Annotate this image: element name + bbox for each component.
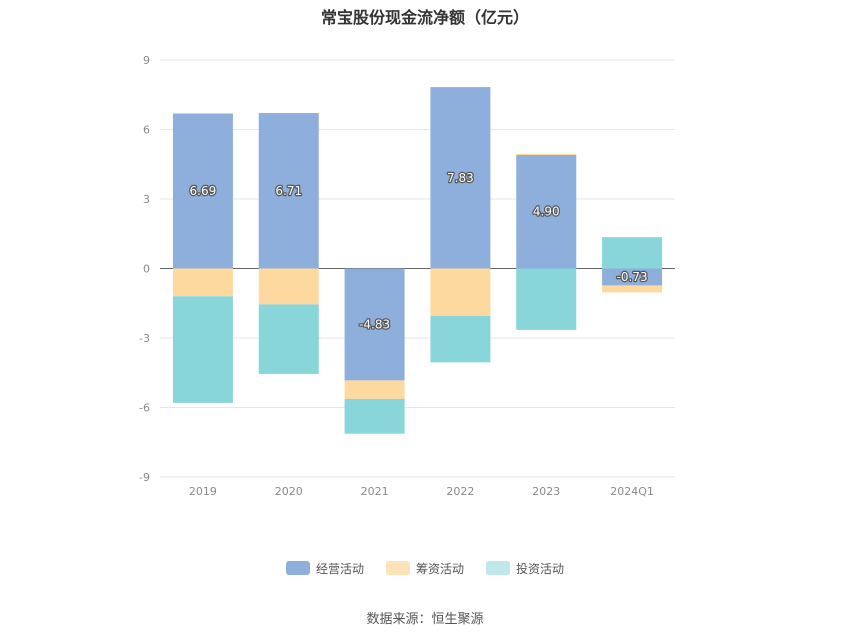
data-labels: 6.69 6.71 -4.83 7.83 4.90 -0.73: [188, 170, 648, 333]
bar-financing: [602, 285, 663, 293]
legend: 经营活动 筹资活动 投资活动: [0, 558, 850, 578]
y-tick-label: -6: [139, 402, 150, 415]
data-label: 6.69: [190, 184, 217, 198]
y-tick-label: -3: [139, 332, 150, 345]
bars: [172, 87, 663, 434]
y-tick-label: -9: [139, 471, 150, 484]
bar-investing: [172, 296, 233, 403]
x-tick-label: 2023: [532, 485, 560, 498]
legend-label: 筹资活动: [415, 561, 464, 576]
bar-financing: [258, 268, 319, 305]
y-tick-label: 6: [143, 124, 150, 137]
legend-swatch: [285, 561, 310, 575]
legend-item[interactable]: 投资活动: [486, 560, 564, 577]
bar-operating: [602, 268, 663, 286]
data-label: -4.83: [359, 317, 390, 331]
data-label: 4.90: [533, 205, 560, 219]
legend-label: 经营活动: [315, 561, 364, 576]
source-note: 数据来源：恒生聚源: [366, 612, 484, 627]
x-tick-label: 2024Q1: [610, 485, 654, 498]
data-label: -0.73: [617, 270, 648, 284]
bar-financing: [430, 268, 491, 316]
bar-investing: [516, 268, 577, 330]
legend-swatch: [486, 561, 510, 575]
bar-investing: [344, 398, 405, 434]
bar-financing: [516, 153, 577, 155]
bar-operating: [430, 87, 491, 269]
x-tick-label: 2021: [361, 485, 389, 498]
bar-investing: [430, 315, 491, 363]
bar-financing: [344, 380, 405, 399]
axes: 9 6 3 0 -3 -6 -9 2019 2020 2021 2022 2023 2024Q1: [139, 54, 654, 498]
y-tick-label: 9: [143, 54, 150, 67]
data-label: 7.83: [447, 171, 474, 185]
bar-investing: [258, 304, 319, 374]
bar-operating: [172, 113, 233, 269]
y-tick-label: 3: [143, 193, 150, 206]
bar-financing: [172, 268, 233, 297]
bar-operating: [258, 113, 319, 269]
legend-swatch: [385, 561, 410, 575]
bar-investing: [602, 237, 663, 269]
x-tick-label: 2022: [446, 485, 474, 498]
data-label: 6.71: [275, 184, 302, 198]
x-tick-label: 2019: [189, 485, 217, 498]
bar-operating: [344, 268, 405, 381]
legend-item[interactable]: 经营活动: [285, 560, 364, 577]
bar-operating: [516, 154, 577, 269]
x-tick-label: 2020: [275, 485, 303, 498]
grid-lines: [160, 59, 675, 478]
legend-item[interactable]: 筹资活动: [385, 560, 464, 577]
chart-title: 常宝股份现金流净额（亿元）: [320, 8, 529, 27]
y-tick-label: 0: [143, 263, 150, 276]
legend-label: 投资活动: [516, 561, 565, 576]
